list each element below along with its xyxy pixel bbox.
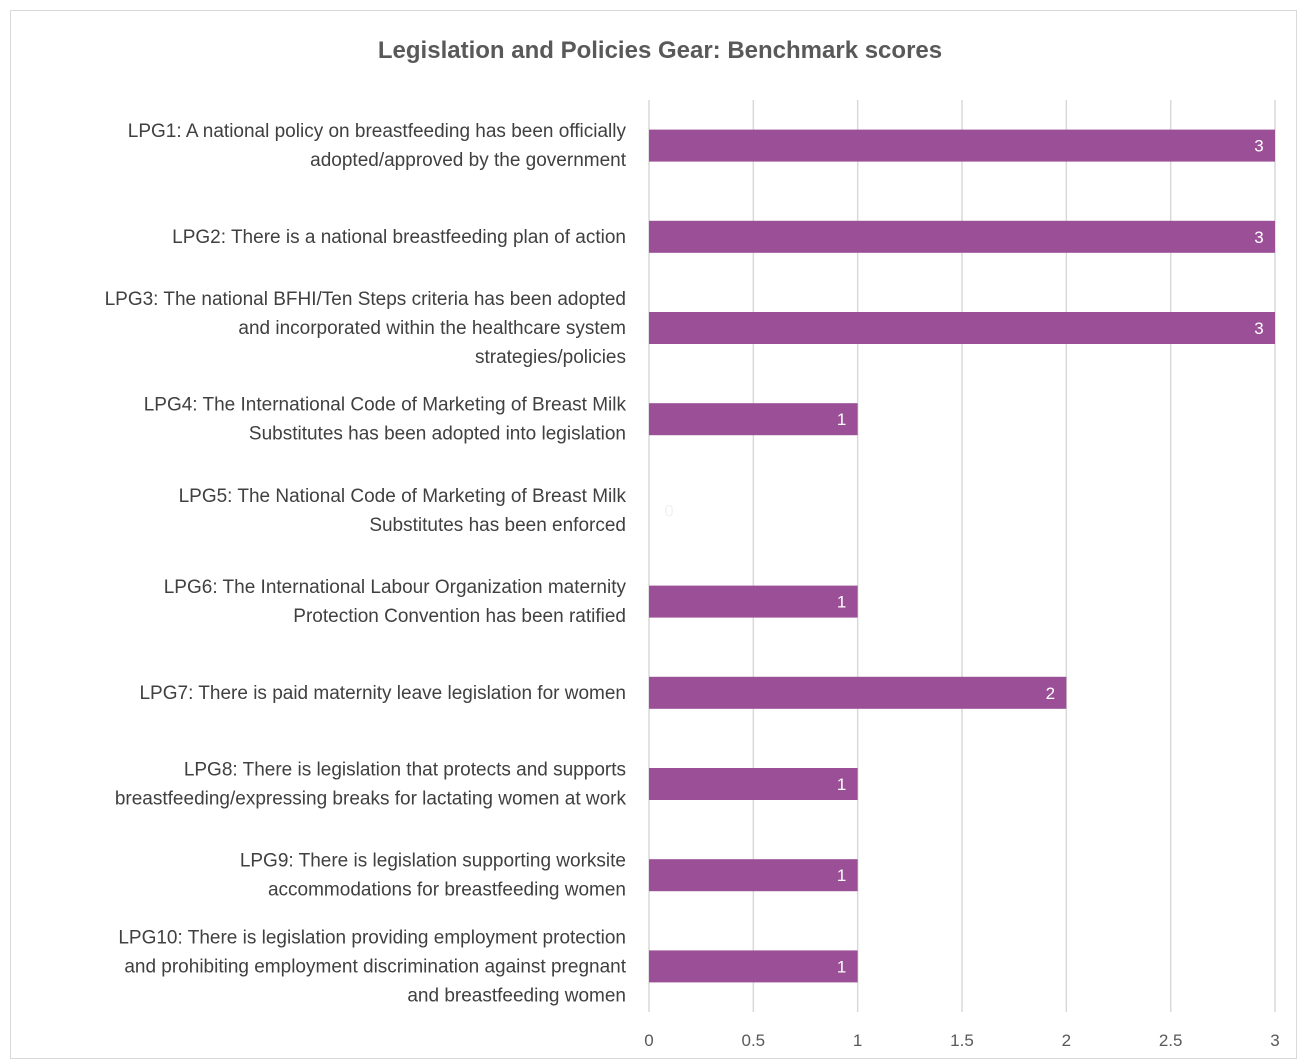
bar xyxy=(649,312,1275,344)
data-label: 1 xyxy=(837,866,846,885)
category-label: LPG9: There is legislation supporting wo… xyxy=(240,851,626,901)
data-label: 3 xyxy=(1254,228,1263,247)
data-label: 1 xyxy=(837,957,846,976)
data-label: 1 xyxy=(837,775,846,794)
bar xyxy=(649,220,1275,253)
data-label: 2 xyxy=(1046,684,1055,703)
data-label: 0 xyxy=(664,501,673,520)
bar xyxy=(649,585,858,618)
x-tick-label: 1 xyxy=(853,1031,862,1050)
category-label: LPG5: The National Code of Marketing of … xyxy=(179,486,627,536)
x-tick-label: 0.5 xyxy=(742,1031,766,1050)
chart-title: Legislation and Policies Gear: Benchmark… xyxy=(378,37,942,64)
bar xyxy=(649,129,1275,162)
category-label: LPG2: There is a national breastfeeding … xyxy=(172,227,626,248)
category-label: LPG7: There is paid maternity leave legi… xyxy=(139,683,626,704)
category-label: LPG4: The International Code of Marketin… xyxy=(144,395,627,445)
bar xyxy=(649,403,858,436)
data-label: 1 xyxy=(837,593,846,612)
data-label: 3 xyxy=(1254,137,1263,156)
x-axis-ticks: 0 0.5 1 1.5 2 2.5 3 xyxy=(644,1031,1279,1050)
category-labels: LPG1: A national policy on breastfeeding… xyxy=(105,121,627,1006)
x-tick-label: 1.5 xyxy=(950,1031,974,1050)
category-label: LPG6: The International Labour Organizat… xyxy=(164,577,627,627)
category-label: LPG10: There is legislation providing em… xyxy=(118,927,626,1006)
x-tick-label: 2 xyxy=(1062,1031,1071,1050)
bar xyxy=(649,768,858,800)
bar-series: 3 3 3 1 0 1 2 1 1 1 xyxy=(649,129,1275,983)
bar xyxy=(649,859,858,892)
x-tick-label: 3 xyxy=(1270,1031,1279,1050)
category-label: LPG3: The national BFHI/Ten Steps criter… xyxy=(105,289,626,368)
bar xyxy=(649,950,858,983)
data-label: 3 xyxy=(1254,319,1263,338)
category-label: LPG1: A national policy on breastfeeding… xyxy=(128,121,627,171)
bar xyxy=(649,676,1067,709)
data-label: 1 xyxy=(837,410,846,429)
x-tick-label: 2.5 xyxy=(1159,1031,1183,1050)
x-tick-label: 0 xyxy=(644,1031,653,1050)
category-label: LPG8: There is legislation that protects… xyxy=(115,760,627,810)
